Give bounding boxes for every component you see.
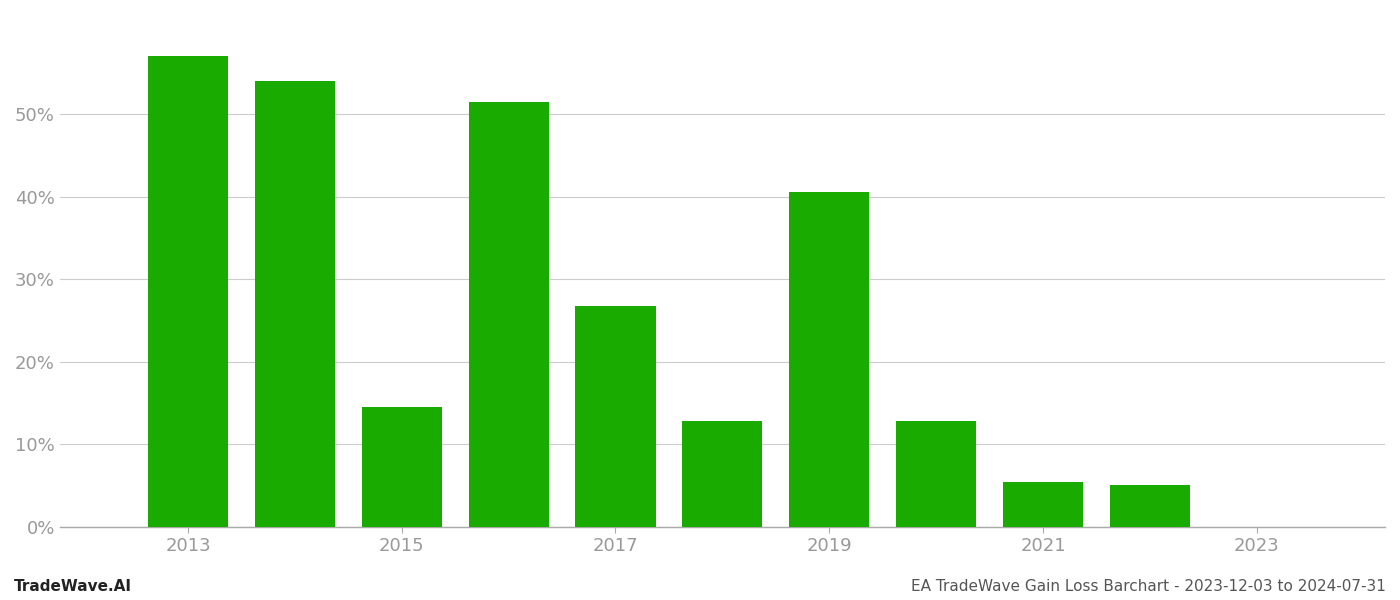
Bar [148, 56, 228, 527]
Bar [896, 421, 976, 527]
Bar [575, 306, 655, 527]
Bar [1110, 485, 1190, 527]
Bar [361, 407, 442, 527]
Bar [1002, 482, 1084, 527]
Bar [469, 101, 549, 527]
Bar [682, 421, 763, 527]
Text: EA TradeWave Gain Loss Barchart - 2023-12-03 to 2024-07-31: EA TradeWave Gain Loss Barchart - 2023-1… [911, 579, 1386, 594]
Bar [790, 193, 869, 527]
Bar [255, 81, 335, 527]
Text: TradeWave.AI: TradeWave.AI [14, 579, 132, 594]
